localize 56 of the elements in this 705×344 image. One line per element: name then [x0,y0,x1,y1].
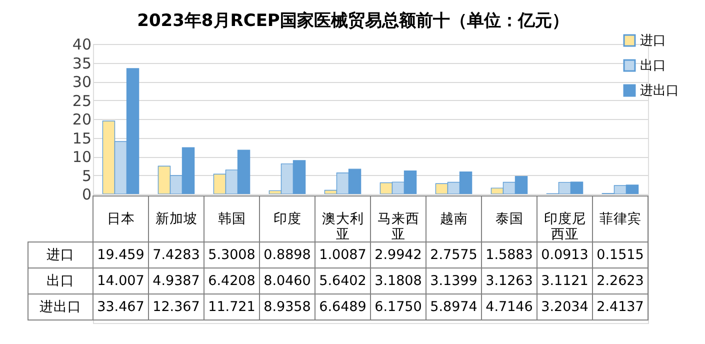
data-label: 1.0087 [319,247,366,263]
data-label: 5.3008 [208,247,256,263]
text: 进口 [46,247,74,263]
data-label: 4.7146 [486,299,533,315]
data-label: 6.4208 [208,273,256,289]
data-label: 2.9942 [374,247,422,263]
x-tick-label: 越南 [440,211,468,227]
x-tick-label: 菲律宾 [599,211,642,227]
data-label: 0.0913 [541,247,588,263]
x-tick-label: 印度尼西亚 [544,211,586,242]
text: 出口 [46,273,74,289]
data-label: 4.9387 [152,273,200,289]
y-tick-label: 30 [72,73,92,91]
y-tick-label: 15 [72,129,92,148]
x-tick-label: 新加坡 [155,211,198,227]
data-label: 2.4137 [596,299,644,315]
y-tick-label: 20 [72,110,92,128]
data-label: 2.7575 [430,247,478,263]
y-tick-label: 10 [72,148,92,166]
data-label: 3.1808 [374,273,422,289]
data-label: 3.1263 [486,273,533,289]
y-tick-label: 35 [72,54,92,72]
chart-title: 2023年8月RCEP国家医械贸易总额前十（单位：亿元） [137,11,569,31]
text: 进出口 [40,299,82,315]
legend-label: 进口 [640,34,666,48]
data-label: 33.467 [97,299,144,315]
legend-label: 出口 [640,58,666,74]
data-label: 3.1121 [541,273,588,289]
data-label: 6.6489 [319,299,366,315]
x-tick-label: 马来西亚 [377,211,420,242]
data-label: 2.2623 [596,273,644,289]
legend-label: 进出口 [640,84,679,98]
data-label: 19.459 [97,247,144,263]
data-label: 0.1515 [596,247,644,263]
data-label: 0.8898 [264,247,311,263]
data-label: 5.6402 [319,273,366,289]
data-label: 12.367 [152,299,200,315]
y-tick-label: 5 [82,166,92,185]
y-tick-label: 40 [72,36,92,54]
data-label: 14.007 [97,273,144,289]
data-label: 7.4283 [152,247,200,263]
data-label: 6.1750 [374,299,422,315]
data-label: 8.0460 [264,273,311,289]
x-tick-label: 日本 [106,211,135,227]
data-label: 5.8974 [430,299,478,315]
data-label: 11.721 [208,299,256,315]
y-tick-label: 0 [82,186,92,204]
data-label: 1.5883 [486,247,533,263]
x-tick-label: 泰国 [495,211,524,227]
data-label: 8.9358 [264,299,311,315]
y-tick-label: 25 [72,92,92,110]
x-tick-label: 印度 [273,211,302,227]
x-tick-label: 韩国 [218,211,246,227]
data-label: 3.2034 [541,299,588,315]
data-label: 3.1399 [430,273,478,289]
x-tick-label: 澳大利亚 [322,211,364,242]
